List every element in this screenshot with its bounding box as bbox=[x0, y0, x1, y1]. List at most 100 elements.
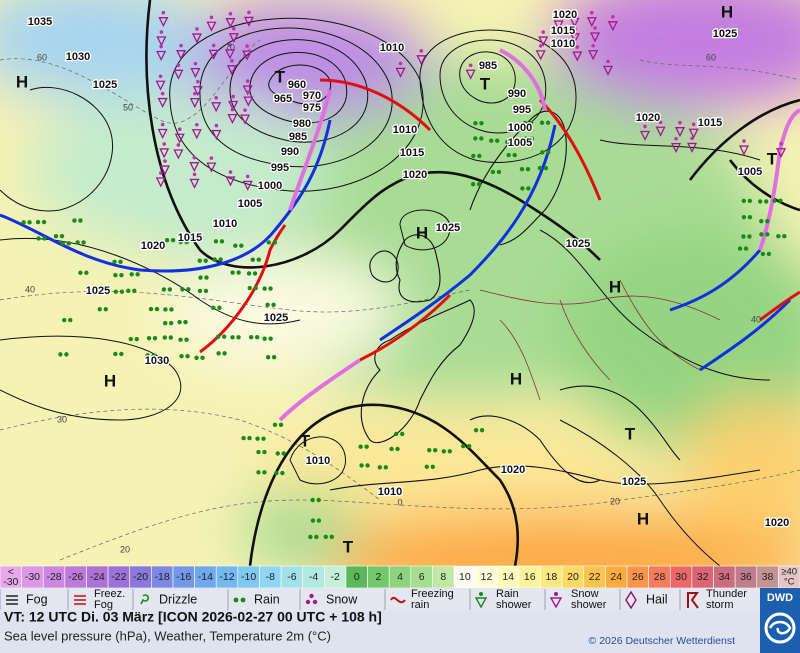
rain-dot bbox=[247, 285, 252, 291]
snow-shower-symbol bbox=[607, 21, 618, 32]
rain-dot bbox=[364, 444, 369, 449]
rain-dot bbox=[776, 234, 781, 239]
symbol-label: Freez. bbox=[94, 588, 125, 600]
rain-dot bbox=[479, 136, 484, 141]
rain-dot bbox=[476, 182, 482, 187]
rain-dot bbox=[782, 234, 787, 239]
rain-dot bbox=[323, 534, 328, 540]
isotherm-label: 30 bbox=[57, 414, 67, 424]
snow-shower-symbol bbox=[190, 67, 201, 79]
scale-label: -30 bbox=[3, 576, 18, 588]
rain-dot bbox=[21, 220, 26, 225]
rain-dot bbox=[179, 354, 184, 359]
isotherm-label: 60 bbox=[706, 52, 716, 62]
snow-shower-symbol bbox=[775, 148, 787, 159]
isotherm-label: 20 bbox=[610, 496, 620, 506]
snow-shower-symbol bbox=[242, 50, 253, 61]
rain-dot bbox=[427, 447, 432, 453]
rain-dot bbox=[59, 233, 65, 239]
isobar-label: 965 bbox=[274, 93, 292, 105]
rain-dot bbox=[760, 251, 766, 257]
legend-icon bbox=[549, 597, 563, 609]
symbol-label: shower bbox=[496, 599, 532, 611]
rain-dot bbox=[540, 150, 545, 155]
rain-dot bbox=[262, 470, 267, 475]
rain-dot bbox=[519, 167, 525, 172]
snow-dot bbox=[606, 59, 610, 64]
rain-dot bbox=[256, 470, 261, 475]
scale-label: -4 bbox=[309, 571, 318, 583]
pressure-center-label: T bbox=[480, 74, 491, 93]
rain-dot bbox=[255, 436, 260, 441]
snow-dot bbox=[209, 15, 214, 20]
rain-dot bbox=[741, 214, 747, 220]
pressure-center-label: H bbox=[16, 72, 28, 91]
isobar-label: 1025 bbox=[566, 238, 590, 250]
rain-dot bbox=[365, 463, 370, 468]
rain-dot bbox=[211, 305, 216, 310]
rain-dot bbox=[36, 236, 41, 241]
snow-shower-symbol bbox=[395, 67, 406, 78]
symbol-legend-background bbox=[0, 588, 760, 611]
rain-dot bbox=[154, 306, 160, 312]
rain-dot bbox=[256, 449, 261, 455]
scale-suffix: °C bbox=[784, 577, 795, 588]
scale-label: -16 bbox=[176, 571, 191, 583]
isotherm-label: 70 bbox=[225, 42, 235, 52]
rain-dot bbox=[84, 270, 89, 275]
isobar-label: 1025 bbox=[264, 312, 288, 324]
legend-icon bbox=[305, 599, 311, 605]
snow-shower-symbol bbox=[553, 20, 564, 31]
snow-dot bbox=[179, 43, 183, 48]
snow-dot bbox=[245, 44, 249, 48]
rain-dot bbox=[272, 422, 278, 427]
rain-dot bbox=[280, 470, 285, 476]
rain-dot bbox=[113, 289, 119, 294]
rain-dot bbox=[778, 198, 783, 203]
rain-dot bbox=[132, 288, 137, 293]
isobar-label: 995 bbox=[513, 104, 531, 116]
rain-dot bbox=[163, 307, 168, 312]
rain-dot bbox=[278, 422, 284, 427]
isobar-label: 1025 bbox=[86, 285, 110, 297]
snow-shower-symbol bbox=[227, 113, 238, 125]
snow-shower-symbol bbox=[211, 102, 222, 113]
rain-dot bbox=[35, 219, 41, 225]
scale-label: 2 bbox=[375, 571, 381, 583]
isotherm-label: 40 bbox=[751, 314, 761, 324]
rain-dot bbox=[198, 275, 203, 280]
scale-label: 32 bbox=[697, 571, 709, 583]
rain-dot bbox=[97, 307, 102, 312]
rain-dot bbox=[81, 240, 86, 245]
snow-dot bbox=[214, 96, 218, 100]
rain-dot bbox=[64, 352, 69, 357]
snow-shower-symbol bbox=[175, 50, 187, 61]
scale-label: -6 bbox=[287, 571, 296, 583]
scale-label: -2 bbox=[330, 571, 339, 583]
snow-shower-symbol bbox=[192, 86, 203, 97]
symbol-label: Snow bbox=[571, 588, 599, 600]
symbol-label: rain bbox=[411, 599, 429, 611]
snow-shower-symbol bbox=[243, 96, 254, 107]
rain-dot bbox=[505, 139, 510, 145]
rain-dot bbox=[253, 285, 258, 291]
snow-dot bbox=[214, 123, 219, 128]
rain-dot bbox=[268, 336, 273, 341]
scale-label: 6 bbox=[419, 571, 425, 583]
legend-icon bbox=[309, 593, 314, 599]
rain-dot bbox=[246, 271, 252, 276]
snow-dot bbox=[674, 136, 678, 141]
snow-shower-symbol bbox=[670, 142, 682, 154]
rain-dot bbox=[461, 443, 466, 449]
symbol-label: Fog bbox=[26, 592, 48, 606]
rain-dot bbox=[765, 232, 770, 237]
pressure-center-label: H bbox=[637, 509, 649, 528]
snow-shower-symbol bbox=[157, 128, 168, 139]
description: Sea level pressure (hPa), Weather, Tempe… bbox=[4, 628, 331, 643]
snow-shower-symbol bbox=[157, 97, 168, 109]
coastlines bbox=[329, 110, 761, 491]
snow-shower-symbol bbox=[243, 16, 254, 27]
rain-dot bbox=[200, 355, 205, 360]
snow-dot bbox=[230, 107, 235, 112]
